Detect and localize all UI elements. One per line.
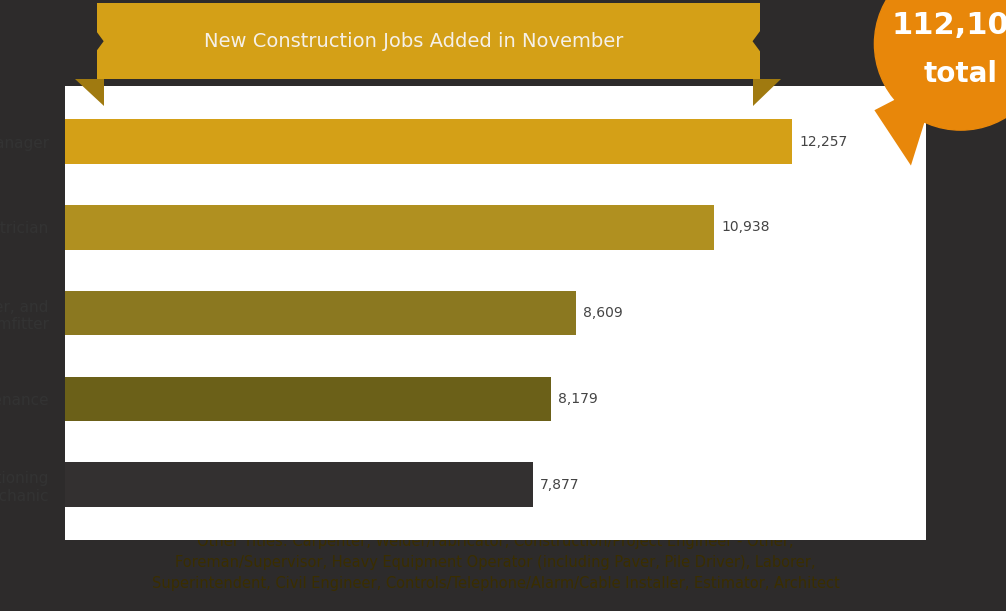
Polygon shape (75, 3, 104, 79)
Bar (65, 291, 576, 335)
Bar (65, 463, 532, 507)
Polygon shape (874, 77, 939, 166)
Bar (65, 205, 714, 250)
Text: 12,257: 12,257 (800, 134, 848, 148)
Text: New Construction Jobs Added in November: New Construction Jobs Added in November (204, 32, 624, 51)
FancyBboxPatch shape (97, 3, 760, 79)
Polygon shape (752, 79, 781, 106)
Polygon shape (75, 79, 104, 106)
Circle shape (874, 0, 1006, 130)
Text: total: total (924, 60, 998, 88)
Text: 7,877: 7,877 (540, 478, 579, 492)
Bar (65, 376, 550, 421)
Polygon shape (752, 3, 781, 79)
Text: Other Titles: Carpenter, Welder/Fabricator, Construction/Project Engineer - Othe: Other Titles: Carpenter, Welder/Fabricat… (152, 534, 839, 591)
Text: 10,938: 10,938 (721, 221, 770, 235)
Text: 8,179: 8,179 (557, 392, 598, 406)
Text: 8,609: 8,609 (583, 306, 623, 320)
Text: 112,102: 112,102 (891, 10, 1006, 40)
Bar (65, 119, 793, 164)
